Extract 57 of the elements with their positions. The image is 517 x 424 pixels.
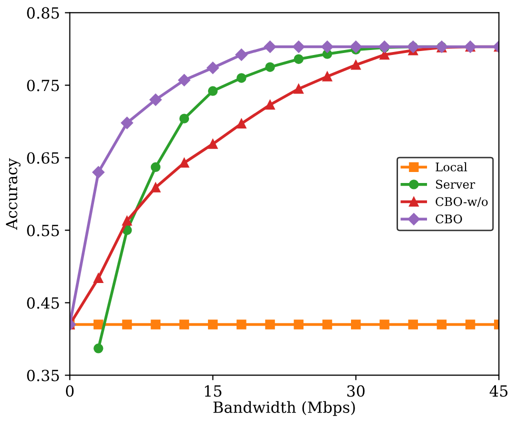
y-tick-label: 0.45 [27,297,59,309]
point [206,62,219,74]
point [235,48,248,61]
point [150,162,160,172]
legend-label: CBO-w/o [436,197,488,207]
point [94,344,104,354]
point [236,73,246,83]
point [294,54,304,64]
legend-label: Local [436,162,468,172]
y-tick-label: 0.55 [27,224,59,236]
point [351,60,361,70]
point [264,40,276,53]
point [150,320,160,330]
point [208,320,218,330]
point [294,84,304,94]
x-tick-label: 45 [490,385,508,397]
y-tick-label: 0.65 [27,152,59,164]
point [179,320,190,330]
point [179,114,190,124]
point [350,40,362,53]
x-axis-title: Bandwidth (Mbps) [213,401,355,416]
point [208,86,218,96]
point [465,320,476,330]
point [321,40,334,53]
point [122,320,132,330]
y-tick-label: 0.75 [27,80,59,92]
point [265,320,275,330]
point [265,62,275,72]
point [265,100,275,110]
y-axis-title: Accuracy [6,158,20,230]
point [294,320,304,330]
point [292,40,305,53]
point [236,118,246,129]
point [92,166,104,178]
point [122,216,132,226]
point [351,320,361,330]
point [120,116,134,130]
point [150,94,162,106]
legend-label: Server [436,180,476,189]
point [236,320,246,330]
y-tick-label: 0.85 [27,7,59,19]
point [208,139,218,149]
legend-label: CBO [436,214,462,224]
point [380,320,390,330]
point [150,182,160,192]
point [436,320,447,330]
x-tick-label: 15 [204,385,222,397]
point [408,320,418,330]
x-tick-label: 30 [347,385,365,397]
point [322,72,332,82]
point [178,74,190,86]
point [322,320,332,330]
point [94,320,104,330]
x-tick-label: 0 [66,385,74,397]
point [94,273,104,283]
y-tick-label: 0.35 [27,370,59,382]
point [179,158,190,168]
